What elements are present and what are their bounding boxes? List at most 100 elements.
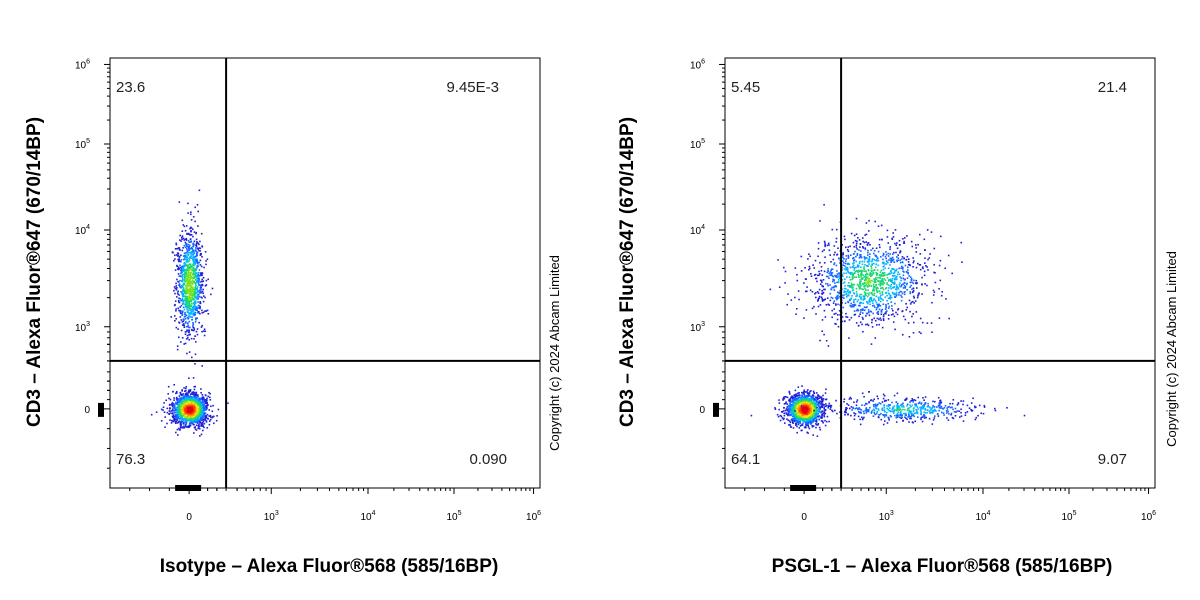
event-dot <box>895 291 898 294</box>
event-dot <box>920 413 922 416</box>
event-dot <box>872 400 874 402</box>
event-dot <box>192 324 194 327</box>
event-dot <box>187 271 190 273</box>
event-dot <box>852 241 855 244</box>
event-dot <box>205 284 208 286</box>
event-dot <box>185 303 188 306</box>
event-dot <box>198 295 201 298</box>
event-dot <box>187 305 189 308</box>
event-dot <box>839 262 841 264</box>
event-dot <box>983 406 986 408</box>
event-dot <box>886 405 888 407</box>
event-dot <box>890 261 892 263</box>
event-dot <box>167 393 169 395</box>
event-dot <box>843 398 846 400</box>
event-dot <box>789 421 792 423</box>
event-dot <box>864 258 866 261</box>
event-dot <box>181 238 183 241</box>
event-dot <box>807 405 809 408</box>
event-dot <box>911 421 914 423</box>
event-dot <box>193 295 196 298</box>
event-dot <box>831 316 833 319</box>
event-dot <box>182 300 184 303</box>
event-dot <box>200 405 202 408</box>
event-dot <box>198 427 201 430</box>
event-dot <box>779 419 782 422</box>
event-dot <box>180 398 183 400</box>
event-dot <box>841 316 844 318</box>
event-dot <box>802 406 804 409</box>
event-dot <box>845 312 847 315</box>
event-dot <box>185 286 188 288</box>
event-dot <box>782 399 784 401</box>
event-dot <box>187 317 190 319</box>
event-dot <box>863 275 866 278</box>
event-dot <box>196 422 199 424</box>
event-dot <box>865 409 868 412</box>
event-dot <box>191 391 193 394</box>
event-dot <box>190 257 192 259</box>
event-dot <box>197 427 199 430</box>
event-dot <box>192 273 194 275</box>
event-dot <box>861 316 864 319</box>
event-dot <box>195 418 197 420</box>
event-dot <box>807 389 809 391</box>
event-dot <box>193 259 195 261</box>
event-dot <box>194 428 197 430</box>
event-dot <box>778 402 781 404</box>
event-dot <box>812 420 815 423</box>
event-dot <box>903 284 906 287</box>
event-dot <box>196 333 199 336</box>
event-dot <box>874 413 877 416</box>
event-dot <box>914 420 916 423</box>
event-dot <box>854 270 857 273</box>
event-dot <box>811 403 813 406</box>
event-dot <box>922 407 924 409</box>
event-dot <box>188 305 190 308</box>
event-dot <box>187 277 189 280</box>
event-dot <box>844 262 847 265</box>
event-dot <box>851 409 853 411</box>
event-dot <box>201 402 203 405</box>
event-dot <box>194 286 196 289</box>
event-dot <box>188 426 191 428</box>
event-dot <box>872 271 875 274</box>
event-dot <box>811 396 814 398</box>
event-dot <box>863 395 865 398</box>
event-dot <box>184 412 187 414</box>
event-dot <box>181 273 184 276</box>
event-dot <box>793 408 795 410</box>
event-dot <box>200 265 203 268</box>
event-dot <box>873 286 875 289</box>
event-dot <box>907 271 909 274</box>
event-dot <box>179 421 182 423</box>
event-dot <box>207 278 209 281</box>
event-dot <box>814 417 817 420</box>
event-dot <box>817 403 820 406</box>
event-dot <box>789 411 791 414</box>
event-dot <box>182 255 185 257</box>
event-dot <box>799 425 802 427</box>
event-dot <box>927 405 929 407</box>
event-dot <box>795 406 797 408</box>
event-dot <box>790 403 792 406</box>
event-dot <box>194 400 196 403</box>
event-dot <box>804 418 807 420</box>
event-dot <box>186 266 189 268</box>
event-dot <box>883 272 886 274</box>
event-dot <box>201 422 204 424</box>
event-dot <box>185 390 187 392</box>
event-dot <box>810 399 812 402</box>
event-dot <box>844 410 847 412</box>
event-dot <box>189 333 191 336</box>
event-dot <box>192 274 194 276</box>
event-dot <box>185 426 188 428</box>
event-dot <box>215 419 218 422</box>
event-dot <box>195 283 197 285</box>
event-dot <box>190 251 193 253</box>
event-dot <box>194 398 197 400</box>
event-dot <box>195 424 198 427</box>
event-dot <box>190 418 193 420</box>
event-dot <box>795 423 797 425</box>
event-dot <box>951 406 953 409</box>
